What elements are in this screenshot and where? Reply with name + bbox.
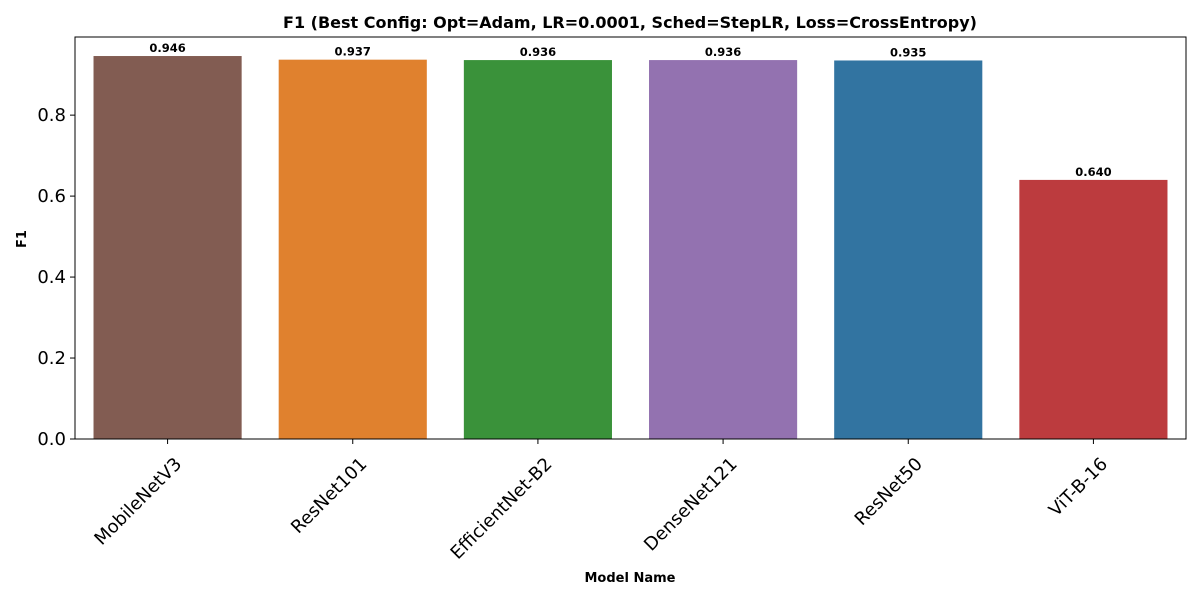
plot-frame [74, 36, 1187, 440]
bar-mobilenetv3 [93, 56, 242, 439]
plot-area: 0.946 MobileNetV3 0.937 ResNet101 0.936 Effic… [37, 36, 1187, 564]
y-tick-label: 0.8 [37, 105, 66, 126]
x-tick-label: MobileNetV3 [90, 454, 186, 550]
bar-value-label: 0.937 [335, 45, 371, 59]
bar-resnet50 [834, 60, 983, 440]
y-tick-label: 0.6 [37, 186, 66, 207]
y-tick-label: 0.2 [37, 348, 66, 369]
bar-value-label: 0.935 [890, 45, 926, 59]
bar-value-label: 0.640 [1075, 165, 1111, 179]
bar-vit-b-16 [1019, 179, 1168, 439]
y-axis-label: F1 [15, 230, 30, 248]
x-tick-label: ResNet50 [851, 454, 927, 530]
bar-value-label: 0.936 [705, 45, 741, 59]
x-tick-label: DenseNet121 [640, 454, 742, 556]
y-tick-label: 0.4 [37, 267, 66, 288]
y-tick-label: 0.0 [37, 429, 66, 450]
bar-resnet101 [278, 59, 427, 440]
x-tick-label: ResNet101 [287, 454, 371, 538]
bar-efficientnet-b2 [463, 60, 612, 439]
bar-densenet121 [649, 60, 798, 439]
x-tick-label: ViT-B-16 [1045, 454, 1112, 521]
bar-value-label: 0.936 [520, 45, 556, 59]
bar-value-label: 0.946 [149, 41, 185, 55]
x-axis-label: Model Name [585, 571, 676, 586]
chart-title: F1 (Best Config: Opt=Adam, LR=0.0001, Sc… [283, 13, 977, 32]
x-tick-label: EfficientNet-B2 [447, 454, 557, 564]
